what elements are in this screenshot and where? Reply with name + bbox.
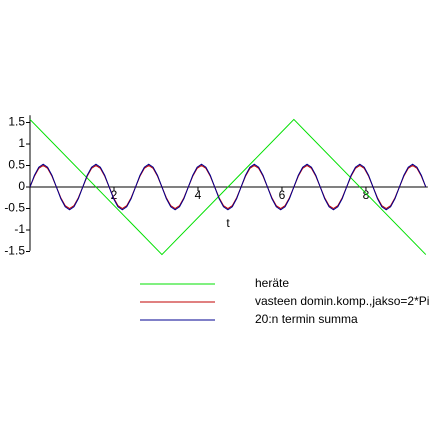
- legend-label: 20:n termin summa: [255, 312, 358, 326]
- series-line: [29, 163, 427, 211]
- legend-label: vasteen domin.komp.,jakso=2*Pi: [255, 294, 429, 308]
- x-tick-label: 8: [363, 188, 370, 202]
- legend-label: heräte: [255, 276, 289, 290]
- x-tick-label: 4: [195, 188, 202, 202]
- series-line: [29, 164, 427, 210]
- y-tick-label: 1: [18, 136, 25, 150]
- y-tick-label: -1: [14, 222, 25, 236]
- y-tick-label: 0: [18, 179, 25, 193]
- x-tick-label: 2: [111, 188, 118, 202]
- y-tick-label: -1.5: [4, 244, 25, 258]
- x-axis-label: t: [226, 216, 230, 230]
- y-tick-label: -0.5: [4, 201, 25, 215]
- y-tick-label: 1.5: [8, 115, 25, 129]
- series-line: [29, 118, 427, 256]
- y-tick-label: 0.5: [8, 158, 25, 172]
- x-tick-label: 6: [279, 188, 286, 202]
